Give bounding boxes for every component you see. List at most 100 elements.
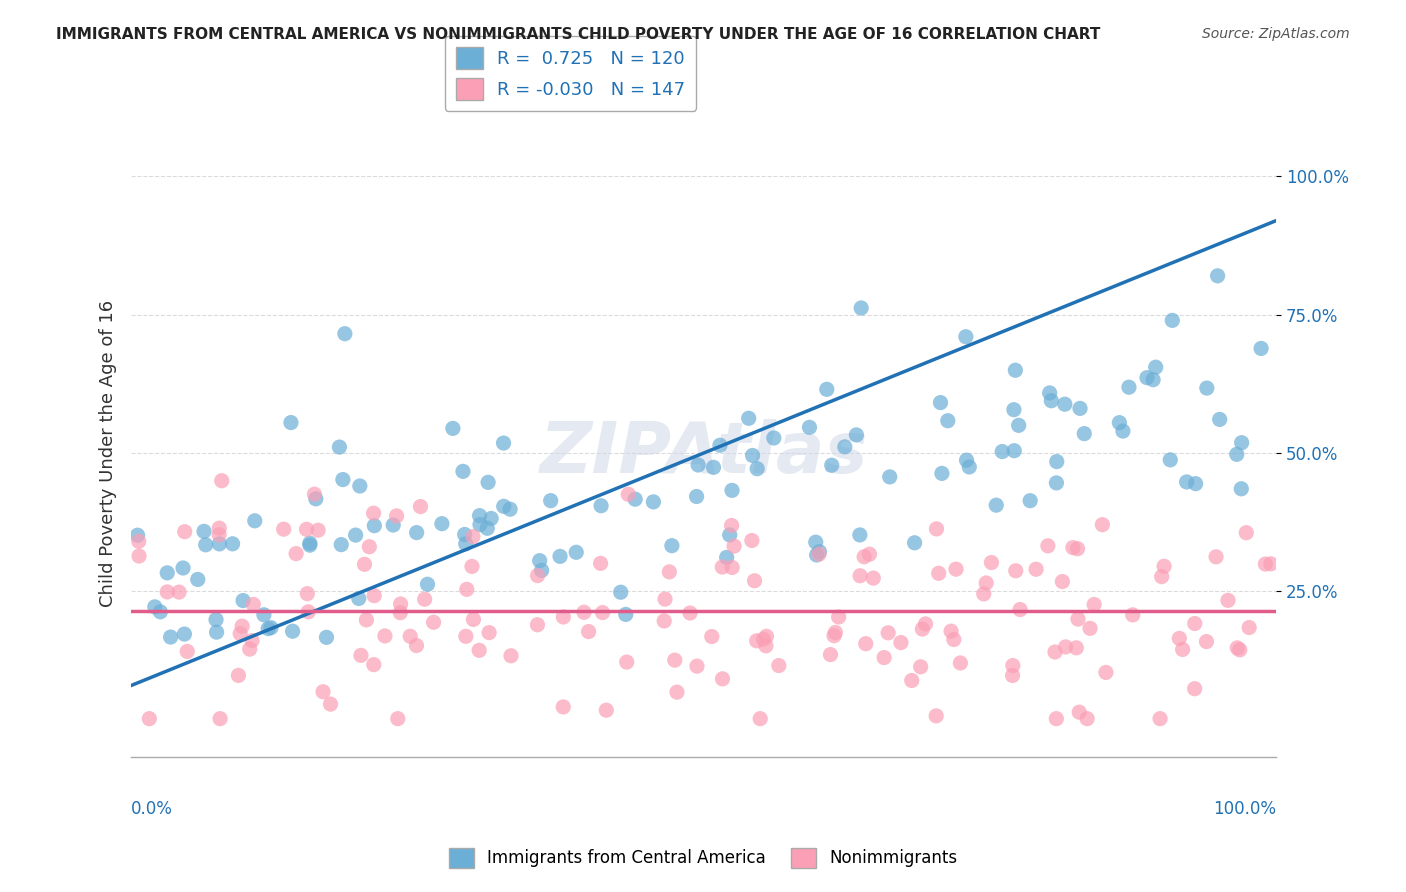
Point [1083, 598, 1105, 612]
Point [257, 622, 280, 636]
Point [664, 653, 686, 667]
Point [1004, 564, 1026, 578]
Point [845, 428, 868, 442]
Point [755, 639, 778, 653]
Point [143, 599, 166, 614]
Point [1001, 668, 1024, 682]
Point [389, 606, 412, 620]
Point [253, 607, 276, 622]
Point [540, 493, 562, 508]
Point [849, 528, 872, 542]
Point [711, 672, 734, 686]
Point [1002, 402, 1025, 417]
Point [221, 537, 243, 551]
Point [353, 558, 375, 572]
Point [903, 536, 925, 550]
Point [914, 616, 936, 631]
Point [1008, 418, 1031, 433]
Point [1039, 386, 1062, 401]
Point [477, 475, 499, 490]
Point [1230, 435, 1253, 450]
Point [741, 449, 763, 463]
Point [405, 639, 427, 653]
Point [1112, 424, 1135, 438]
Point [929, 395, 952, 409]
Point [688, 458, 710, 472]
Point [716, 550, 738, 565]
Point [711, 560, 734, 574]
Point [363, 518, 385, 533]
Point [762, 431, 785, 445]
Point [1004, 363, 1026, 377]
Point [616, 655, 638, 669]
Point [441, 421, 464, 435]
Point [1095, 665, 1118, 680]
Point [229, 626, 252, 640]
Point [925, 709, 948, 723]
Point [312, 685, 335, 699]
Point [565, 545, 588, 559]
Point [128, 549, 150, 563]
Point [827, 610, 849, 624]
Point [422, 615, 444, 630]
Point [980, 556, 1002, 570]
Point [942, 632, 965, 647]
Point [413, 592, 436, 607]
Point [526, 617, 548, 632]
Point [658, 565, 681, 579]
Point [744, 574, 766, 588]
Point [211, 474, 233, 488]
Point [128, 534, 150, 549]
Point [304, 487, 326, 501]
Point [821, 458, 844, 473]
Point [877, 625, 900, 640]
Point [231, 619, 253, 633]
Point [1226, 447, 1249, 461]
Point [468, 517, 491, 532]
Point [553, 610, 575, 624]
Point [720, 518, 742, 533]
Point [1053, 397, 1076, 411]
Point [1195, 634, 1218, 648]
Point [1019, 493, 1042, 508]
Point [205, 625, 228, 640]
Point [232, 593, 254, 607]
Point [900, 673, 922, 688]
Point [1025, 562, 1047, 576]
Point [173, 627, 195, 641]
Point [492, 436, 515, 450]
Point [298, 538, 321, 552]
Point [808, 545, 831, 559]
Point [939, 624, 962, 639]
Point [1066, 541, 1088, 556]
Point [298, 536, 321, 550]
Point [1069, 401, 1091, 416]
Point [853, 549, 876, 564]
Point [1118, 380, 1140, 394]
Point [363, 589, 385, 603]
Point [1195, 381, 1218, 395]
Point [1260, 557, 1282, 571]
Point [315, 630, 337, 644]
Point [240, 633, 263, 648]
Point [285, 547, 308, 561]
Point [374, 629, 396, 643]
Point [747, 461, 769, 475]
Point [661, 539, 683, 553]
Point [193, 524, 215, 539]
Point [595, 703, 617, 717]
Point [385, 508, 408, 523]
Point [307, 523, 329, 537]
Point [1136, 370, 1159, 384]
Point [755, 629, 778, 643]
Legend: R =  0.725   N = 120, R = -0.030   N = 147: R = 0.725 N = 120, R = -0.030 N = 147 [444, 36, 696, 111]
Point [363, 657, 385, 672]
Point [1216, 593, 1239, 607]
Point [1206, 268, 1229, 283]
Point [477, 521, 499, 535]
Point [1168, 632, 1191, 646]
Point [1153, 559, 1175, 574]
Point [1062, 541, 1084, 555]
Point [205, 613, 228, 627]
Point [172, 561, 194, 575]
